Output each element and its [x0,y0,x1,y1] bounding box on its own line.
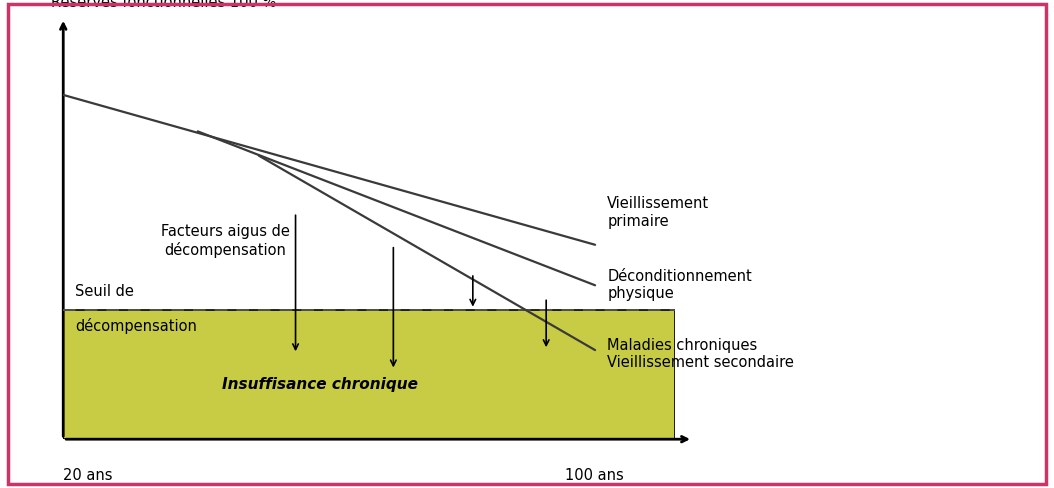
Text: Réserves fonctionnelles 100 %: Réserves fonctionnelles 100 % [51,0,276,10]
Bar [63,309,675,439]
Text: Déconditionnement
physique: Déconditionnement physique [607,269,753,302]
Text: Insuffisance chronique: Insuffisance chronique [222,377,418,392]
Text: Facteurs aigus de
décompensation: Facteurs aigus de décompensation [161,224,290,258]
Text: Seuil de: Seuil de [76,285,134,300]
Text: Maladies chroniques
Vieillissement secondaire: Maladies chroniques Vieillissement secon… [607,338,795,370]
Text: 20 ans: 20 ans [63,468,113,483]
Text: Vieillissement
primaire: Vieillissement primaire [607,196,709,228]
Text: décompensation: décompensation [76,318,197,334]
Text: 100 ans: 100 ans [565,468,623,483]
